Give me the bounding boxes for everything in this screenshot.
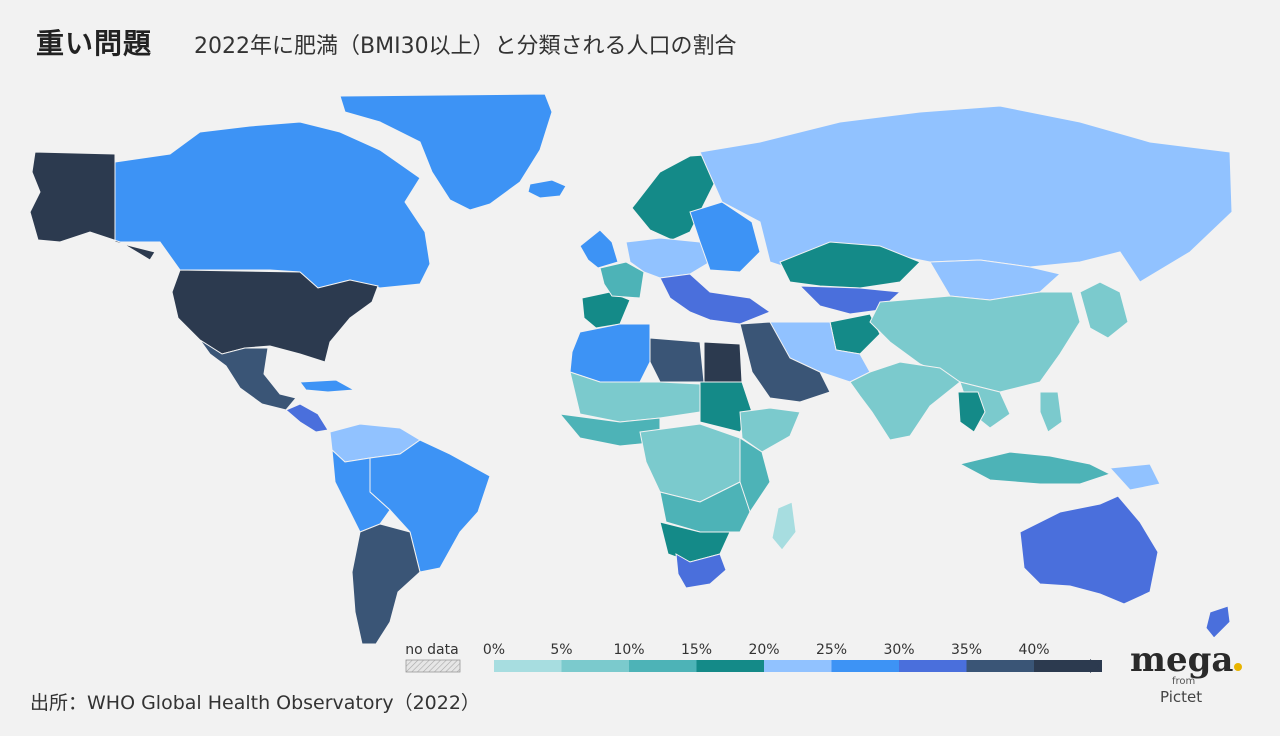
legend-bin-8 bbox=[1034, 660, 1102, 672]
header: 重い問題 2022年に肥満（BMI30以上）と分類される人口の割合 bbox=[36, 22, 737, 70]
region-india bbox=[849, 361, 961, 441]
region-libya bbox=[649, 337, 705, 383]
region-south-africa bbox=[675, 553, 727, 589]
region-korea-japan bbox=[1079, 281, 1129, 339]
region-philippines bbox=[1039, 391, 1063, 433]
brand-sub: Pictet bbox=[1160, 688, 1203, 706]
region-thailand bbox=[957, 391, 986, 433]
region-greenland bbox=[339, 93, 553, 211]
legend-bin-2 bbox=[629, 660, 697, 672]
region-france bbox=[599, 261, 645, 299]
legend-bin-5 bbox=[831, 660, 900, 672]
region-iceland bbox=[527, 179, 567, 199]
legend-bins bbox=[494, 660, 1102, 672]
legend-ticks: 0% 5% 10% 15% 20% 25% 30% 35% 40% bbox=[483, 642, 1050, 658]
region-usa bbox=[171, 269, 379, 363]
brand-name: mega bbox=[1130, 640, 1243, 680]
legend-tick-5: 25% bbox=[816, 642, 847, 658]
region-madagascar bbox=[771, 501, 797, 551]
legend-bin-1 bbox=[561, 660, 630, 672]
region-scandinavia bbox=[631, 153, 721, 241]
legend-tick-2: 10% bbox=[613, 642, 644, 658]
region-horn-of-africa bbox=[739, 407, 801, 453]
legend-no-data-swatch bbox=[405, 659, 461, 673]
region-alaska bbox=[29, 151, 156, 261]
region-peru-bolivia bbox=[331, 448, 391, 533]
region-balkans-turkey bbox=[659, 273, 772, 325]
legend-tick-8: 40% bbox=[1018, 642, 1049, 658]
region-canada bbox=[114, 121, 431, 289]
legend-bin-6 bbox=[899, 660, 967, 672]
region-australia bbox=[1019, 495, 1159, 605]
legend-tick-7: 35% bbox=[951, 642, 982, 658]
heading: 重い問題 bbox=[36, 27, 153, 60]
world-map-svg bbox=[29, 93, 1233, 645]
region-indonesia bbox=[958, 451, 1112, 485]
region-north-africa-west bbox=[569, 323, 651, 383]
region-eastern-europe bbox=[689, 201, 761, 273]
region-iberia bbox=[581, 291, 631, 329]
region-papua bbox=[1108, 463, 1161, 491]
source-note: 出所：WHO Global Health Observatory（2022） bbox=[30, 692, 480, 714]
legend-bin-4 bbox=[764, 660, 832, 672]
legend-tick-4: 20% bbox=[748, 642, 779, 658]
legend: no data 0% 5% 10% 15% 20% 25% 30% 35% 40% bbox=[400, 638, 1120, 678]
legend-svg: no data 0% 5% 10% 15% 20% 25% 30% 35% 40% bbox=[405, 642, 1102, 673]
legend-tick-3: 15% bbox=[681, 642, 712, 658]
region-caribbean bbox=[299, 379, 356, 393]
region-argentina-chile bbox=[351, 523, 421, 645]
legend-tick-1: 5% bbox=[550, 642, 572, 658]
map-title: 2022年に肥満（BMI30以上）と分類される人口の割合 bbox=[194, 34, 737, 59]
brand-name-text: mega bbox=[1130, 640, 1234, 680]
region-arabian-peninsula bbox=[739, 321, 831, 403]
brand-from: from bbox=[1172, 676, 1196, 687]
region-russia bbox=[699, 105, 1233, 283]
legend-bin-0 bbox=[494, 660, 562, 672]
legend-no-data-label: no data bbox=[405, 642, 458, 658]
legend-tick-6: 30% bbox=[883, 642, 914, 658]
region-mexico bbox=[199, 339, 297, 411]
region-central-america bbox=[285, 403, 329, 433]
region-egypt bbox=[703, 341, 743, 383]
legend-bin-3 bbox=[696, 660, 765, 672]
region-new-zealand bbox=[1205, 605, 1231, 639]
legend-bin-7 bbox=[966, 660, 1035, 672]
legend-arrow bbox=[1090, 659, 1099, 673]
region-uk-ireland bbox=[579, 229, 619, 269]
region-southern-africa-north bbox=[659, 481, 751, 533]
brand-dot bbox=[1234, 663, 1243, 671]
legend-tick-0: 0% bbox=[483, 642, 505, 658]
world-map bbox=[0, 92, 1280, 652]
region-kazakhstan bbox=[779, 241, 921, 289]
region-china bbox=[869, 291, 1081, 393]
brand-logo: mega from Pictet bbox=[1128, 640, 1258, 710]
